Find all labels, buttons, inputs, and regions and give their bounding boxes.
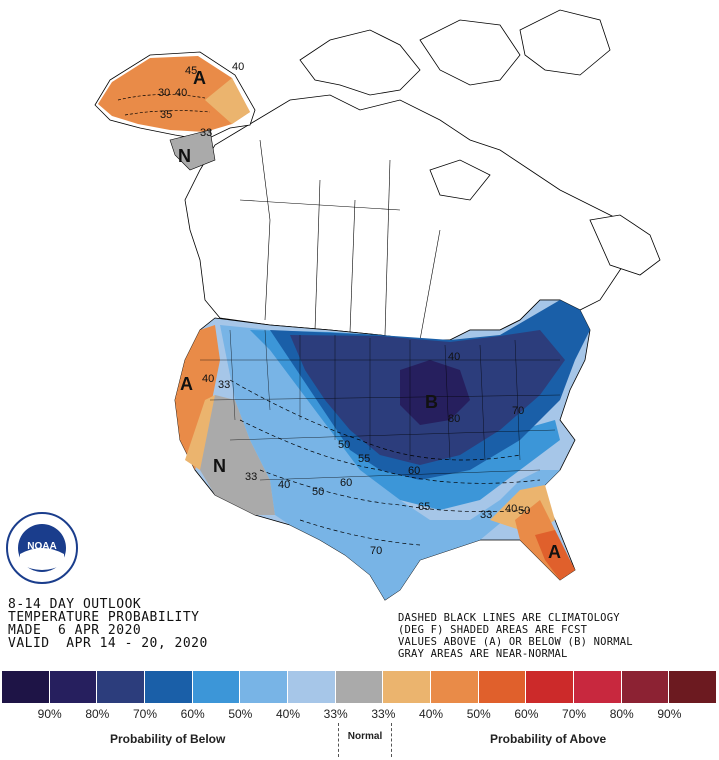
ak-33-label: 33	[200, 127, 212, 139]
title-line-3: MADE 6 APR 2020	[8, 623, 142, 638]
legend-swatch	[431, 671, 479, 703]
canada-province-lines	[239, 139, 441, 341]
title-line-2: TEMPERATURE PROBABILITY	[8, 610, 200, 625]
se-33-label: 33	[480, 509, 492, 521]
title-line-1: 8-14 DAY OUTLOOK	[8, 597, 142, 612]
b-letter: B	[425, 392, 438, 412]
canada-land	[184, 9, 661, 341]
noaa-logo: NOAA	[6, 512, 78, 584]
c-40-label: 40	[278, 479, 290, 491]
sw-33-label: 33	[245, 471, 257, 483]
ne-40-label: 40	[448, 351, 460, 363]
legend-tick-label: 80%	[609, 707, 634, 721]
west-40-label: 40	[202, 373, 214, 385]
legend-swatch	[669, 671, 718, 703]
legend-swatch	[574, 671, 622, 703]
note-line-4: GRAY AREAS ARE NEAR-NORMAL	[398, 648, 568, 660]
alaska	[94, 51, 256, 171]
note-line-3: VALUES ABOVE (A) OR BELOW (B) NORMAL	[398, 636, 633, 648]
legend-swatch	[478, 671, 527, 703]
color-legend	[2, 671, 718, 703]
fl-letter: A	[548, 542, 561, 562]
legend-swatch	[192, 671, 241, 703]
outlook-title: 8-14 DAY OUTLOOK TEMPERATURE PROBABILITY M…	[8, 598, 208, 650]
legend-swatch	[383, 671, 432, 703]
b-80-label: 80	[448, 413, 460, 425]
below-caption: Probability of Below	[110, 732, 226, 746]
legend-tick-label: 33%	[371, 707, 396, 721]
c-65-label: 65	[418, 501, 430, 513]
ak-40b-label: 40	[175, 87, 187, 99]
west-letter: A	[180, 374, 193, 394]
legend-tick-label: 50%	[228, 707, 253, 721]
normal-caption: Normal	[338, 723, 392, 757]
legend-tick-label: 40%	[419, 707, 444, 721]
legend-swatch	[145, 671, 193, 703]
legend-swatch	[526, 671, 575, 703]
title-line-4: VALID APR 14 - 20, 2020	[8, 636, 208, 651]
legend-tick-label: 90%	[657, 707, 682, 721]
legend-tick-label: 50%	[466, 707, 491, 721]
legend-swatch	[97, 671, 146, 703]
legend-tick-label: 60%	[180, 707, 205, 721]
legend-tick-label: 60%	[514, 707, 539, 721]
c-50b-label: 50	[338, 439, 350, 451]
legend-tick-label: 80%	[85, 707, 110, 721]
ak-30-label: 30	[158, 87, 170, 99]
legend-swatch	[335, 671, 384, 703]
sw-letter: N	[213, 456, 226, 476]
legend-swatch	[288, 671, 336, 703]
note-line-2: (DEG F) SHADED AREAS ARE FCST	[398, 624, 588, 636]
legend-note: DASHED BLACK LINES ARE CLIMATOLOGY (DEG F…	[398, 612, 633, 660]
noaa-logo-text: NOAA	[27, 541, 56, 552]
map-labels: A 40 45 35 40 30 33 N A 40 33 N 33 40 50…	[158, 61, 561, 562]
outlook-map: A 40 45 35 40 30 33 N A 40 33 N 33 40 50…	[94, 9, 661, 601]
legend-tick-label: 70%	[562, 707, 587, 721]
nw-letter: N	[178, 146, 191, 166]
above-caption: Probability of Above	[490, 732, 607, 746]
legend-swatch	[2, 671, 50, 703]
legend-ticks: 90% 80% 70% 60% 50% 40% 33% 33% 40% 50% 60% 70% 80% 9…	[2, 707, 717, 721]
legend-tick-label: 33%	[323, 707, 348, 721]
c-60-label: 60	[340, 477, 352, 489]
c-50-label: 50	[312, 486, 324, 498]
ak-45-label: 45	[185, 65, 197, 77]
conus	[174, 299, 591, 601]
se-50-label: 50	[518, 505, 530, 517]
legend-swatch	[621, 671, 670, 703]
c-60b-label: 60	[408, 465, 420, 477]
legend-swatch	[49, 671, 98, 703]
b-70-label: 70	[512, 405, 524, 417]
se-40-label: 40	[505, 503, 517, 515]
c-55-label: 55	[358, 453, 370, 465]
legend-tick-label: 90%	[37, 707, 62, 721]
c-70-label: 70	[370, 545, 382, 557]
note-line-1: DASHED BLACK LINES ARE CLIMATOLOGY	[398, 612, 620, 624]
ak-40-label: 40	[232, 61, 244, 73]
west-33-label: 33	[218, 379, 230, 391]
climatology-lines	[229, 379, 541, 546]
legend-tick-label: 40%	[276, 707, 301, 721]
legend-swatch	[240, 671, 289, 703]
ak-35-label: 35	[160, 109, 172, 121]
ak-letter: A	[193, 68, 206, 88]
legend-tick-label: 70%	[132, 707, 158, 721]
